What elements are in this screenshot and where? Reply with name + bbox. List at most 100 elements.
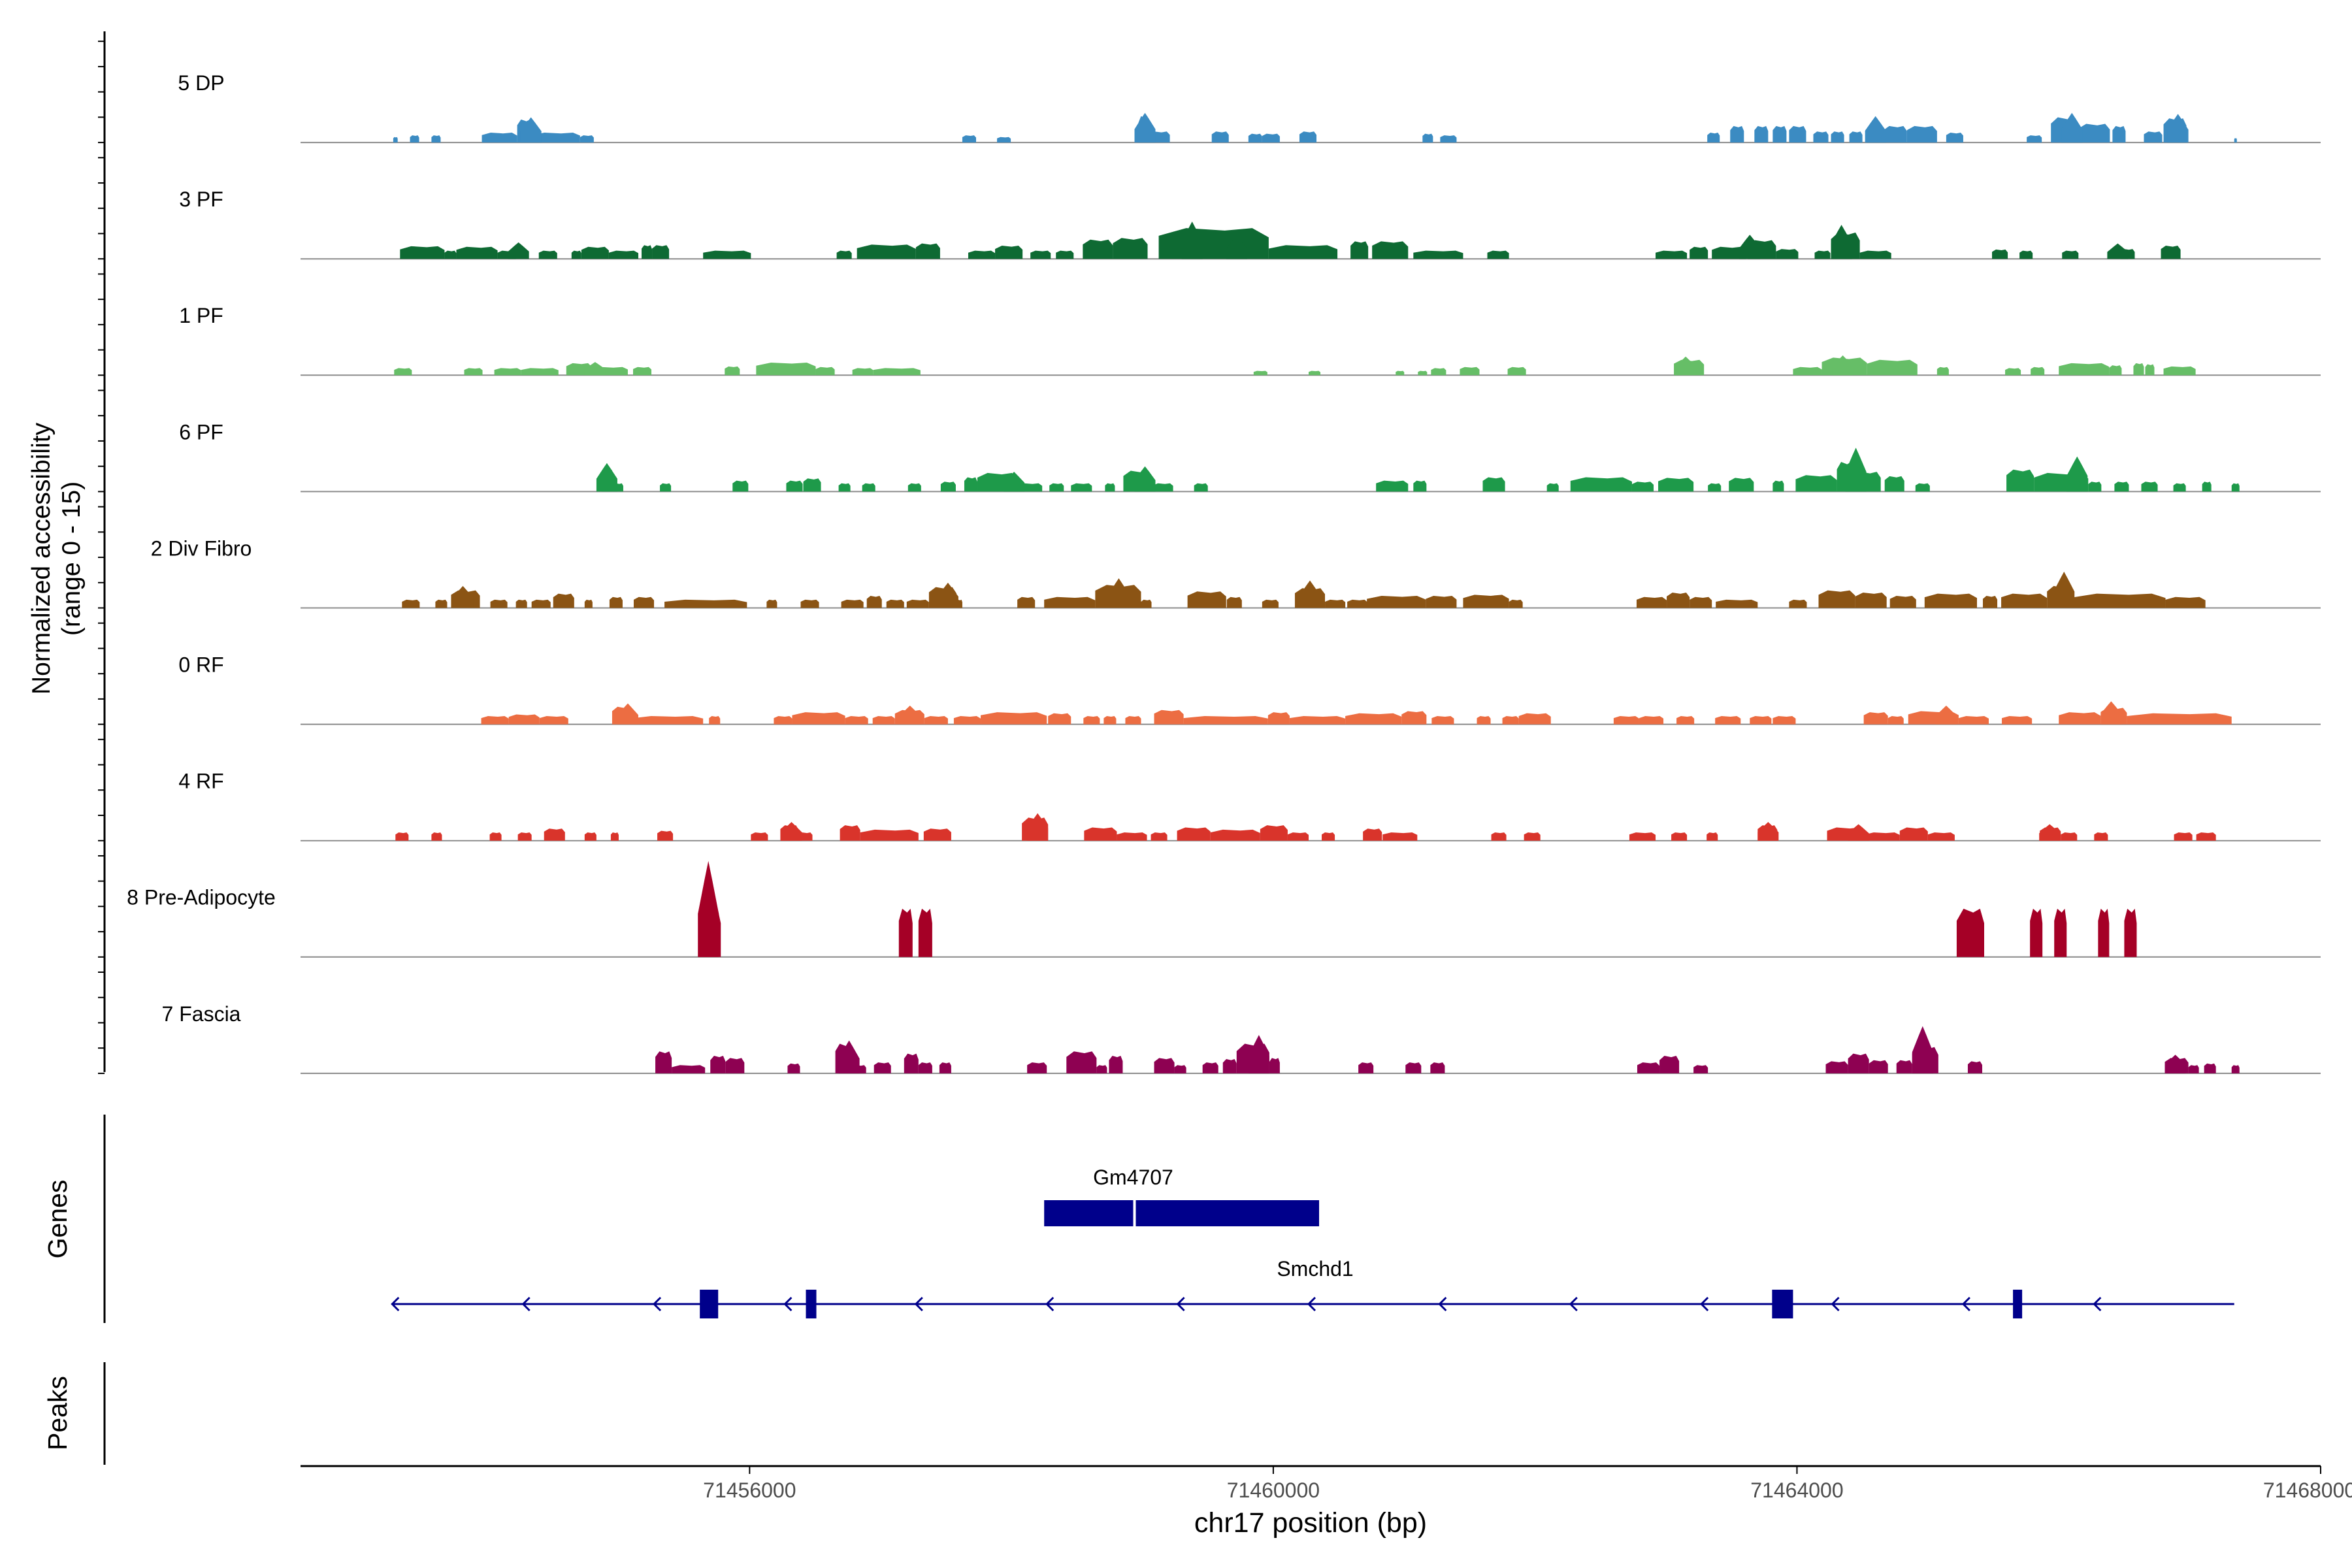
- coverage-bar: [845, 716, 868, 725]
- coverage-bar: [508, 714, 540, 725]
- coverage-bar: [1867, 359, 1918, 376]
- coverage-bar: [584, 599, 593, 608]
- coverage-bar: [1269, 1058, 1280, 1073]
- x-axis: 71456000 71460000 71464000 71468000: [703, 1466, 2352, 1502]
- coverage-bar: [1431, 716, 1454, 725]
- coverage-bar: [652, 245, 670, 259]
- coverage-peak: [698, 860, 719, 957]
- coverage-bar: [400, 246, 445, 259]
- coverage-bar: [2231, 1065, 2240, 1073]
- coverage-bar: [517, 832, 532, 841]
- coverage-bar: [1426, 596, 1457, 608]
- coverage-bar: [918, 1062, 932, 1073]
- coverage-bar: [1487, 250, 1509, 259]
- coverage-bar: [836, 250, 852, 259]
- coverage-bar: [1440, 135, 1457, 143]
- coverage-bar: [792, 712, 845, 725]
- track-1-pf: 1 PF: [179, 304, 2321, 376]
- strand-arrow: [1438, 1296, 1447, 1312]
- coverage-bar: [1431, 368, 1446, 376]
- coverage-bar: [1716, 599, 1758, 608]
- coverage-bar: [1613, 716, 1639, 725]
- coverage-bar: [1636, 596, 1667, 608]
- coverage-bar: [1027, 1062, 1047, 1073]
- coverage-bar: [1325, 599, 1346, 608]
- coverage-bar: [608, 250, 639, 259]
- track-3-pf: 3 PF: [179, 188, 2321, 260]
- coverage-bar: [709, 716, 721, 725]
- strand-arrow: [914, 1296, 923, 1312]
- coverage-bar: [774, 716, 792, 725]
- coverage-bar: [2133, 363, 2144, 376]
- coverage-bar: [2005, 368, 2021, 376]
- coverage-peak: [1832, 355, 1854, 376]
- coverage-bar: [435, 599, 448, 608]
- coverage-bar: [2078, 123, 2110, 143]
- coverage-bar: [1772, 716, 1796, 725]
- coverage-peak: [520, 117, 542, 143]
- genes-label: Genes: [42, 1180, 73, 1259]
- coverage-bar: [862, 483, 875, 492]
- coverage-bar: [1639, 716, 1664, 725]
- coverage-bar: [538, 250, 557, 259]
- coverage-bar: [515, 599, 527, 608]
- coverage-bar: [553, 593, 574, 608]
- coverage-bar: [1071, 483, 1092, 492]
- coverage-bar: [1154, 1058, 1175, 1073]
- coverage-bar: [898, 908, 913, 957]
- coverage-bar: [1667, 592, 1690, 608]
- coverage-bar: [580, 135, 594, 143]
- track-0-rf: 0 RF: [178, 653, 2321, 725]
- coverage-bar: [1708, 483, 1722, 492]
- coverage-bar: [2030, 908, 2043, 957]
- track-label: 4 RF: [178, 770, 223, 793]
- coverage-bar: [609, 596, 623, 608]
- coverage-bar: [939, 1062, 951, 1073]
- coverage-bar: [642, 245, 653, 259]
- coverage-bar: [964, 477, 978, 492]
- coverage-bar: [539, 716, 568, 725]
- coverage-peak: [1912, 1026, 1933, 1073]
- coverage-bar: [1287, 832, 1309, 841]
- coverage-bar: [531, 599, 551, 608]
- coverage-bar: [1707, 832, 1718, 841]
- coverage-bar: [394, 368, 412, 376]
- coverage-bar: [1187, 591, 1226, 608]
- coverage-bar: [904, 1053, 919, 1073]
- coverage-bar: [1967, 1061, 1982, 1073]
- coverage-bar: [1690, 596, 1712, 608]
- coverage-bar: [393, 137, 398, 143]
- gene-label: Gm4707: [1093, 1166, 1173, 1189]
- peaks-label: Peaks: [42, 1376, 73, 1450]
- coverage-peak: [937, 582, 958, 608]
- coverage-bar: [725, 1058, 745, 1073]
- coverage-peak: [2164, 1054, 2186, 1073]
- coverage-bar: [1222, 1059, 1237, 1073]
- coverage-bar: [1958, 716, 1989, 725]
- coverage-bar: [1322, 832, 1335, 841]
- coverage-bar: [2062, 250, 2079, 259]
- coverage-bar: [787, 1063, 800, 1073]
- coverage-bar: [1915, 483, 1930, 492]
- coverage-bar: [1814, 250, 1831, 259]
- coverage-bar: [1049, 483, 1064, 492]
- coverage-bar: [1855, 592, 1887, 608]
- strand-arrow: [521, 1296, 531, 1312]
- coverage-bar: [860, 829, 919, 841]
- coverage-bar: [1896, 1060, 1912, 1073]
- coverage-bar: [1463, 595, 1509, 608]
- coverage-bar: [464, 368, 483, 376]
- coverage-bar: [1772, 125, 1787, 143]
- coverage-bar: [857, 244, 916, 259]
- coverage-bar: [756, 362, 816, 376]
- coverage-bar: [2141, 482, 2158, 492]
- coverage-bar: [1936, 367, 1949, 376]
- coverage-bar: [751, 832, 768, 841]
- coverage-bar: [1151, 832, 1168, 841]
- coverage-peak: [508, 242, 529, 259]
- coverage-bar: [2088, 482, 2102, 492]
- coverage-bar: [1956, 908, 1985, 957]
- coverage-bar: [1690, 246, 1708, 259]
- coverage-bar: [431, 832, 442, 841]
